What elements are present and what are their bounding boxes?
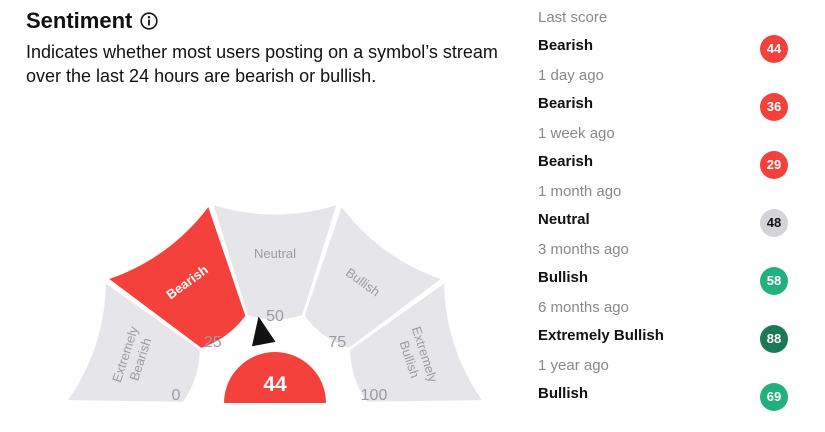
gauge-tick-label: 0 xyxy=(172,387,181,404)
gauge-tick-label: 50 xyxy=(266,308,284,325)
history-sentiment-label: Neutral xyxy=(538,211,590,228)
sentiment-history: Last score Bearish 44 1 day ago Bearish 36 1 w… xyxy=(538,0,798,432)
history-item: 6 months ago Extremely Bullish 88 xyxy=(538,290,798,353)
history-sentiment-label: Bearish xyxy=(538,37,594,54)
gauge-tick-label: 25 xyxy=(204,334,222,351)
history-score-badge: 36 xyxy=(760,93,788,121)
history-item: 1 day ago Bearish 36 xyxy=(538,58,798,121)
gauge-tick-label: 75 xyxy=(328,334,346,351)
history-sentiment-label: Bearish xyxy=(538,95,594,112)
title-row: Sentiment xyxy=(26,8,158,34)
history-score-badge: 69 xyxy=(760,383,788,411)
history-period: Last score xyxy=(538,9,608,26)
history-score-badge: 29 xyxy=(760,151,788,179)
history-sentiment-label: Bullish xyxy=(538,269,589,286)
sentiment-gauge: ExtremelyBearishBearishNeutralBullishExt… xyxy=(68,205,482,404)
history-item: 1 year ago Bullish 69 xyxy=(538,348,798,411)
history-item: 1 week ago Bearish 29 xyxy=(538,116,798,179)
history-period: 6 months ago xyxy=(538,299,629,316)
gauge-segment-neutral xyxy=(213,205,337,320)
gauge-segment-bearish xyxy=(109,207,246,348)
history-period: 1 year ago xyxy=(538,357,609,374)
history-item: Last score Bearish 44 xyxy=(538,0,798,63)
gauge-segment-label-neutral: Neutral xyxy=(254,246,296,261)
history-score-badge: 44 xyxy=(760,35,788,63)
history-period: 3 months ago xyxy=(538,241,629,258)
history-sentiment-label: Bearish xyxy=(538,153,594,170)
sentiment-panel: Sentiment Indicates whether most users p… xyxy=(26,8,498,404)
page-title: Sentiment xyxy=(26,8,133,33)
history-score-badge: 88 xyxy=(760,325,788,353)
gauge-tick-label: 100 xyxy=(361,387,388,404)
gauge-segment-bullish xyxy=(304,207,441,348)
gauge-segment-extremely-bearish xyxy=(68,283,200,402)
history-period: 1 day ago xyxy=(538,67,604,84)
gauge-pointer xyxy=(251,316,276,347)
history-sentiment-label: Bullish xyxy=(538,385,589,402)
history-item: 1 month ago Neutral 48 xyxy=(538,174,798,237)
gauge-segment-extremely-bullish xyxy=(350,283,482,402)
history-period: 1 week ago xyxy=(538,125,615,142)
history-item: 3 months ago Bullish 58 xyxy=(538,232,798,295)
gauge-score-value: 44 xyxy=(263,373,287,396)
history-score-badge: 48 xyxy=(760,209,788,237)
gauge-score-hub xyxy=(224,352,326,403)
sentiment-description: Indicates whether most users posting on … xyxy=(26,42,498,86)
history-period: 1 month ago xyxy=(538,183,622,200)
history-sentiment-label: Extremely Bullish xyxy=(538,327,664,344)
info-icon[interactable] xyxy=(140,12,158,30)
history-score-badge: 58 xyxy=(760,267,788,295)
